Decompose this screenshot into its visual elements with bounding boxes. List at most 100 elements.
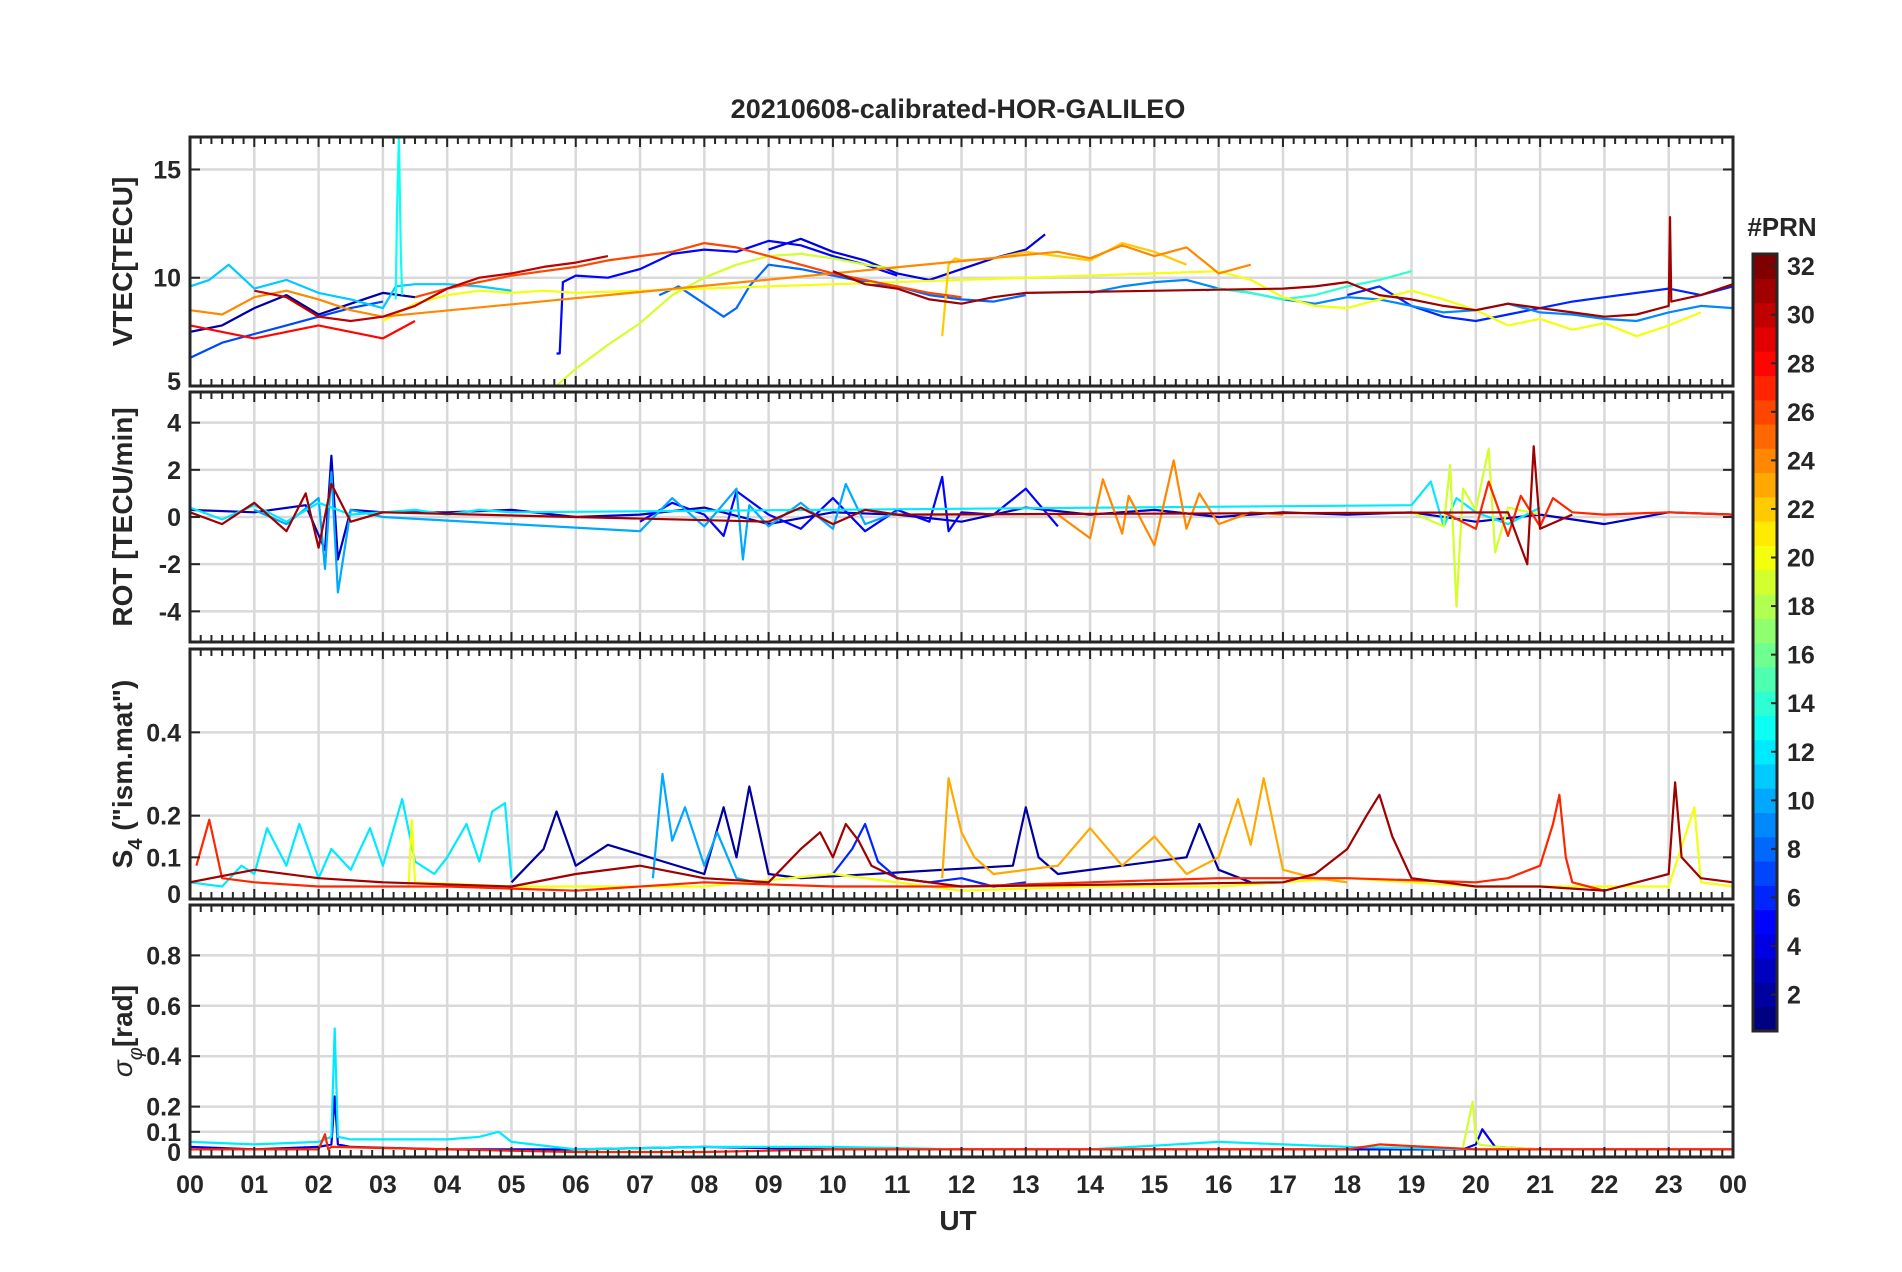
x-tick-label: 10 <box>819 1171 847 1199</box>
y-tick-label: 10 <box>153 265 181 293</box>
x-tick-label: 00 <box>1719 1171 1747 1199</box>
colorbar-tick-label: 14 <box>1787 690 1815 718</box>
axes-box-rot <box>188 390 1735 644</box>
panel-sigma_phi: 00.10.2 0.4 0.6 0.8 σφ[rad] <box>107 903 1735 1167</box>
colorbar-swatch <box>1753 326 1777 352</box>
x-tick-label: 07 <box>626 1171 654 1199</box>
colorbar-tick-label: 24 <box>1787 447 1815 475</box>
x-tick-label: 15 <box>1140 1171 1168 1199</box>
x-tick-label: 05 <box>498 1171 526 1199</box>
panel-s4: 0 0.1 0.2 0.4S4 ("ism.mat") <box>107 647 1735 909</box>
y-tick-label: 0 <box>167 504 181 532</box>
y-axis-label-rot: ROT [TECU/min] <box>107 407 138 626</box>
colorbar-swatch <box>1753 278 1777 304</box>
colorbar-swatch <box>1753 861 1777 886</box>
x-tick-label: 02 <box>305 1171 333 1199</box>
y-tick-label: 4 <box>167 410 181 438</box>
y-axis-label-vtec: VTEC[TECU] <box>107 177 138 347</box>
series-prn-24 <box>190 244 1252 318</box>
ticks-s4: 0 0.1 0.2 0.4 <box>146 649 1734 909</box>
series-group-vtec <box>190 137 1733 386</box>
colorbar-tick-label: 22 <box>1787 496 1815 524</box>
x-tick-label: 14 <box>1076 1171 1104 1199</box>
series-prn-2 <box>510 785 1252 884</box>
x-tick-label: 13 <box>1012 1171 1040 1199</box>
series-prn-3 <box>190 454 1733 561</box>
series-prn-28 <box>190 320 416 340</box>
y-tick-label: 5 <box>167 368 181 396</box>
colorbar-swatch <box>1753 423 1777 449</box>
colorbar-swatch <box>1753 715 1777 741</box>
series-prn-13 <box>394 137 404 300</box>
x-tick-label: 17 <box>1269 1171 1297 1199</box>
figure-title: 20210608-calibrated-HOR-GALILEO <box>731 94 1186 124</box>
x-tick-label: 01 <box>240 1171 268 1199</box>
series-prn-2 <box>190 291 416 333</box>
colorbar-tick-label: 10 <box>1787 787 1815 815</box>
colorbar-tick-label: 30 <box>1787 302 1815 330</box>
series-prn-26 <box>414 242 962 299</box>
colorbar-tick-label: 26 <box>1787 399 1815 427</box>
x-tick-label: 08 <box>690 1171 718 1199</box>
ticks-sigma_phi: 00.10.2 0.4 0.6 0.8 <box>146 905 1734 1167</box>
x-tick-label: 20 <box>1462 1171 1490 1199</box>
colorbar-swatch <box>1753 958 1777 984</box>
series-prn-22 <box>941 242 1187 337</box>
series-prn-31 <box>190 781 1733 892</box>
series-prn-7 <box>190 300 384 359</box>
y-tick-label: 15 <box>153 156 181 184</box>
series-group-rot <box>190 445 1733 608</box>
x-tick-label: 04 <box>433 1171 461 1199</box>
x-tick-label: 00 <box>176 1171 204 1199</box>
x-tick-label: 16 <box>1205 1171 1233 1199</box>
x-tick-label: 12 <box>948 1171 976 1199</box>
colorbar-swatch <box>1753 1006 1777 1032</box>
y-tick-label: 0.6 <box>146 993 181 1021</box>
y-tick-label: 0 <box>167 881 181 909</box>
x-tick-label: 19 <box>1398 1171 1426 1199</box>
colorbar-swatch <box>1753 375 1777 401</box>
x-tick-label: 18 <box>1333 1171 1361 1199</box>
series-prn-24 <box>1057 459 1284 547</box>
series-prn-20 <box>382 270 1702 338</box>
colorbar-swatch <box>1753 569 1777 595</box>
series-prn-23 <box>941 777 1348 884</box>
x-tick-label: 11 <box>884 1171 911 1199</box>
colorbar-swatch <box>1753 666 1777 692</box>
series-prn-5 <box>556 239 898 355</box>
colorbar-tick-label: 4 <box>1787 933 1801 961</box>
colorbar-tick-label: 6 <box>1787 884 1801 912</box>
axes-box-s4 <box>188 647 1735 901</box>
y-tick-label: 0.2 <box>146 803 181 831</box>
y-tick-label: 0.1 <box>146 844 181 872</box>
colorbar-tick-label: 2 <box>1787 982 1801 1010</box>
axes-box-vtec <box>188 135 1735 388</box>
x-tick-label: 22 <box>1591 1171 1619 1199</box>
colorbar-swatch <box>1753 618 1777 644</box>
colorbar-label: #PRN <box>1747 212 1816 242</box>
series-prn-31 <box>832 216 1733 318</box>
colorbar-swatch <box>1753 812 1777 838</box>
colorbar-frame <box>1751 252 1779 1033</box>
x-tick-label: 06 <box>562 1171 590 1199</box>
colorbar-swatch <box>1753 472 1777 498</box>
series-prn-19 <box>1461 1100 1541 1151</box>
colorbar-tick-label: 28 <box>1787 350 1815 378</box>
y-tick-label: 0 <box>167 1139 181 1167</box>
y-tick-label: -2 <box>159 551 181 579</box>
y-tick-label: 0.4 <box>146 719 181 747</box>
colorbar-tick-label: 18 <box>1787 593 1815 621</box>
colorbar-swatch <box>1753 521 1777 546</box>
series-prn-27 <box>195 793 1605 892</box>
x-tick-labels: 00 01 02 03 04 05 06 07 08 09 10 11 12 13 14 15 16 17 18 19… <box>176 1171 1747 1199</box>
colorbar-swatch <box>1753 763 1777 789</box>
x-tick-label: 03 <box>369 1171 397 1199</box>
y-axis-label-s4: S4 ("ism.mat") <box>107 680 147 869</box>
grid-rot <box>188 392 1735 642</box>
axes-box-sigma_phi <box>188 903 1735 1159</box>
x-tick-label: 21 <box>1526 1171 1554 1199</box>
colorbar-tick-label: 16 <box>1787 642 1815 670</box>
